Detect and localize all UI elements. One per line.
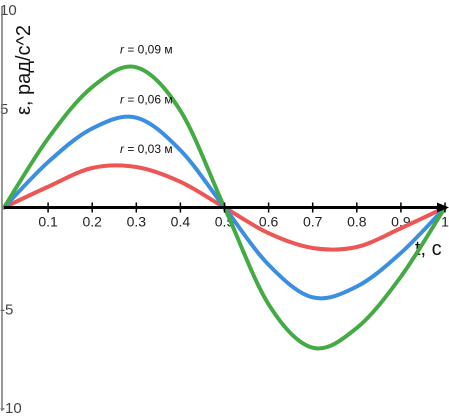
x-tick-label: 0.6 xyxy=(259,214,279,230)
y-axis-title: ε, рад/с^2 xyxy=(13,25,35,115)
series-annotations: r = 0,03 м r = 0,06 м r = 0,09 м xyxy=(120,42,173,156)
y-axis-label: ε, рад/с^2 xyxy=(13,25,35,115)
x-tick-label: 0.3 xyxy=(127,214,147,230)
x-tick-label: 0.7 xyxy=(303,214,323,230)
series-label-1: r = 0,03 м xyxy=(120,142,173,156)
x-tick-label: 0.2 xyxy=(82,214,102,230)
series-label-2: r = 0,06 м xyxy=(120,93,173,107)
x-tick-label: 0.8 xyxy=(347,214,367,230)
axes-layer xyxy=(1,6,449,411)
x-tick-label: 0.1 xyxy=(38,214,58,230)
y-tick-label: 5 xyxy=(0,101,8,118)
y-tick-labels: 10 5 -5 -10 xyxy=(0,2,22,417)
y-tick-label: -10 xyxy=(0,400,22,417)
series-label-3: r = 0,09 м xyxy=(120,42,173,56)
x-axis-arrow xyxy=(437,202,449,213)
x-tick-label: 1 xyxy=(441,214,449,230)
x-tick-label: 0.4 xyxy=(171,214,191,230)
y-tick-label: -5 xyxy=(0,301,13,318)
y-tick-label: 10 xyxy=(0,2,17,19)
